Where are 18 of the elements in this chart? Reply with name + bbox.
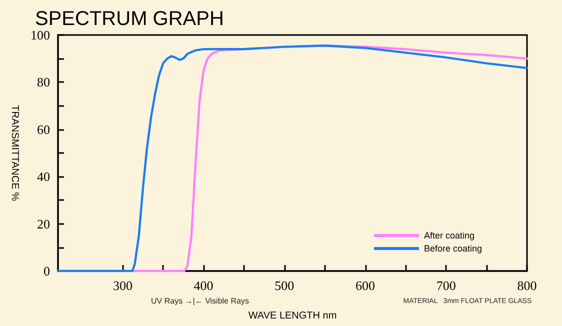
- legend-label: After coating: [424, 230, 474, 240]
- x-tick-label: 600: [356, 278, 376, 293]
- x-axis-title: WAVE LENGTH nm: [248, 310, 337, 322]
- text: UV Rays →|← Visible Rays: [151, 296, 249, 306]
- x-tick-label: 500: [274, 278, 294, 293]
- y-tick-label: 100: [30, 28, 50, 42]
- legend-label: Before coating: [424, 244, 482, 254]
- y-tick-label: 80: [37, 74, 50, 90]
- x-tick-label: 300: [112, 278, 132, 293]
- y-axis-title: TRANSMITTANCE %: [9, 105, 20, 202]
- x-tick-label: 800: [517, 278, 537, 293]
- chart-title: SPECTRUM GRAPH: [35, 8, 224, 30]
- y-tick-label: 40: [37, 169, 50, 184]
- x-tick-label: 700: [436, 278, 456, 293]
- y-tick-label: 20: [37, 216, 50, 232]
- y-tick-label: 0: [44, 264, 50, 278]
- x-tick-label: 400: [194, 278, 214, 293]
- y-tick-label: 60: [37, 122, 50, 137]
